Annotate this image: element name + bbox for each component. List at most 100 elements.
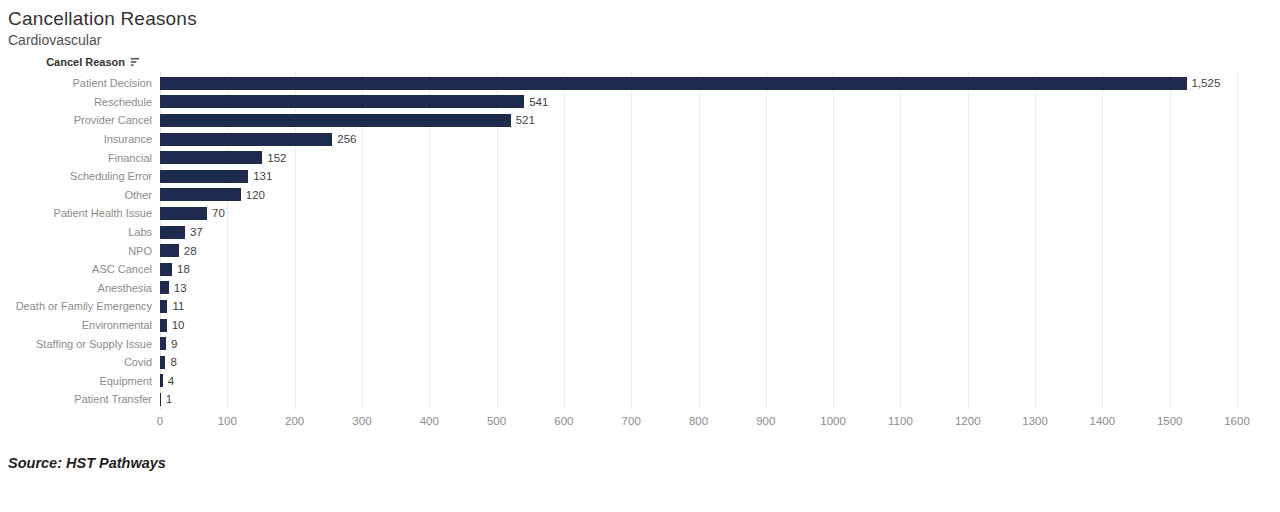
bar-row: Patient Transfer 1 bbox=[0, 390, 1280, 409]
bar-row: Covid 8 bbox=[0, 353, 1280, 372]
cancellation-reasons-report: Cancellation Reasons Cardiovascular Canc… bbox=[0, 0, 1280, 512]
value-label: 70 bbox=[212, 207, 225, 219]
axis-tick-label: 500 bbox=[487, 415, 506, 427]
value-label: 18 bbox=[177, 263, 190, 275]
bar-row: Reschedule 541 bbox=[0, 93, 1280, 112]
column-header-cancel-reason[interactable]: Cancel Reason bbox=[0, 56, 140, 68]
page-subtitle: Cardiovascular bbox=[8, 32, 101, 48]
category-label[interactable]: Provider Cancel bbox=[0, 114, 152, 126]
bar-track: 152 bbox=[160, 151, 287, 164]
bar-track: 10 bbox=[160, 319, 185, 332]
axis-tick-label: 800 bbox=[689, 415, 708, 427]
axis-tick-label: 1600 bbox=[1224, 415, 1250, 427]
category-label[interactable]: Financial bbox=[0, 152, 152, 164]
axis-tick-label: 900 bbox=[756, 415, 775, 427]
bar[interactable] bbox=[160, 95, 524, 108]
bar[interactable] bbox=[160, 170, 248, 183]
bar-row: NPO 28 bbox=[0, 241, 1280, 260]
value-label: 1 bbox=[166, 393, 172, 405]
bar[interactable] bbox=[160, 188, 241, 201]
bar-track: 37 bbox=[160, 226, 203, 239]
bar[interactable] bbox=[160, 133, 332, 146]
bar[interactable] bbox=[160, 337, 166, 350]
axis-tick-label: 700 bbox=[622, 415, 641, 427]
category-label[interactable]: Anesthesia bbox=[0, 282, 152, 294]
bar[interactable] bbox=[160, 244, 179, 257]
axis-tick-label: 1500 bbox=[1157, 415, 1183, 427]
x-axis: 0100200300400500600700800900100011001200… bbox=[160, 415, 1242, 431]
bar[interactable] bbox=[160, 393, 161, 406]
bar[interactable] bbox=[160, 151, 262, 164]
bar-track: 131 bbox=[160, 170, 272, 183]
bar[interactable] bbox=[160, 207, 207, 220]
bar-track: 8 bbox=[160, 356, 177, 369]
axis-tick-label: 200 bbox=[285, 415, 304, 427]
category-label[interactable]: Insurance bbox=[0, 133, 152, 145]
bar[interactable] bbox=[160, 300, 167, 313]
bar[interactable] bbox=[160, 226, 185, 239]
value-label: 8 bbox=[170, 356, 176, 368]
category-label[interactable]: Reschedule bbox=[0, 96, 152, 108]
bar[interactable] bbox=[160, 281, 169, 294]
category-label[interactable]: Scheduling Error bbox=[0, 170, 152, 182]
value-label: 256 bbox=[337, 133, 356, 145]
bar-row: Labs 37 bbox=[0, 223, 1280, 242]
column-header-label: Cancel Reason bbox=[46, 56, 125, 68]
bar-track: 256 bbox=[160, 133, 357, 146]
bar-track: 521 bbox=[160, 114, 535, 127]
category-label[interactable]: ASC Cancel bbox=[0, 263, 152, 275]
category-label[interactable]: Staffing or Supply Issue bbox=[0, 338, 152, 350]
bar-row: Anesthesia 13 bbox=[0, 279, 1280, 298]
bar-row: Patient Decision 1,525 bbox=[0, 74, 1280, 93]
bar-row: Financial 152 bbox=[0, 148, 1280, 167]
value-label: 13 bbox=[174, 282, 187, 294]
axis-tick-label: 1400 bbox=[1090, 415, 1116, 427]
bar-track: 70 bbox=[160, 207, 225, 220]
category-label[interactable]: Patient Decision bbox=[0, 77, 152, 89]
bar[interactable] bbox=[160, 77, 1187, 90]
axis-tick-label: 1000 bbox=[820, 415, 846, 427]
bar-track: 1,525 bbox=[160, 77, 1220, 90]
category-label[interactable]: NPO bbox=[0, 245, 152, 257]
value-label: 10 bbox=[172, 319, 185, 331]
category-label[interactable]: Patient Health Issue bbox=[0, 207, 152, 219]
bar[interactable] bbox=[160, 319, 167, 332]
axis-tick-label: 600 bbox=[554, 415, 573, 427]
bar-track: 11 bbox=[160, 300, 184, 313]
bar[interactable] bbox=[160, 356, 165, 369]
value-label: 1,525 bbox=[1192, 77, 1221, 89]
bar-row: Insurance 256 bbox=[0, 130, 1280, 149]
category-label[interactable]: Labs bbox=[0, 226, 152, 238]
axis-tick-label: 0 bbox=[157, 415, 163, 427]
bar-track: 18 bbox=[160, 263, 190, 276]
value-label: 120 bbox=[246, 189, 265, 201]
bar[interactable] bbox=[160, 263, 172, 276]
category-label[interactable]: Other bbox=[0, 189, 152, 201]
source-note: Source: HST Pathways bbox=[8, 455, 166, 471]
bar-track: 13 bbox=[160, 281, 187, 294]
page-title: Cancellation Reasons bbox=[8, 8, 197, 30]
value-label: 541 bbox=[529, 96, 548, 108]
value-label: 11 bbox=[172, 300, 184, 312]
bar-row: ASC Cancel 18 bbox=[0, 260, 1280, 279]
bar-row: Death or Family Emergency 11 bbox=[0, 297, 1280, 316]
value-label: 37 bbox=[190, 226, 203, 238]
bar[interactable] bbox=[160, 114, 511, 127]
axis-tick-label: 1100 bbox=[888, 415, 913, 427]
category-label[interactable]: Patient Transfer bbox=[0, 393, 152, 405]
axis-tick-label: 1200 bbox=[955, 415, 981, 427]
bar-row: Patient Health Issue 70 bbox=[0, 204, 1280, 223]
category-label[interactable]: Environmental bbox=[0, 319, 152, 331]
category-label[interactable]: Equipment bbox=[0, 375, 152, 387]
value-label: 28 bbox=[184, 245, 197, 257]
value-label: 9 bbox=[171, 338, 177, 350]
bar-row: Equipment4 bbox=[0, 372, 1280, 391]
value-label: 131 bbox=[253, 170, 272, 182]
bar-track: 28 bbox=[160, 244, 197, 257]
bar[interactable] bbox=[160, 374, 163, 387]
bar-rows: Patient Decision 1,525 Reschedule 541 Provid… bbox=[0, 74, 1280, 409]
category-label[interactable]: Covid bbox=[0, 356, 152, 368]
category-label[interactable]: Death or Family Emergency bbox=[0, 300, 152, 312]
bar-row: Other 120 bbox=[0, 186, 1280, 205]
sort-descending-icon[interactable] bbox=[129, 56, 140, 67]
